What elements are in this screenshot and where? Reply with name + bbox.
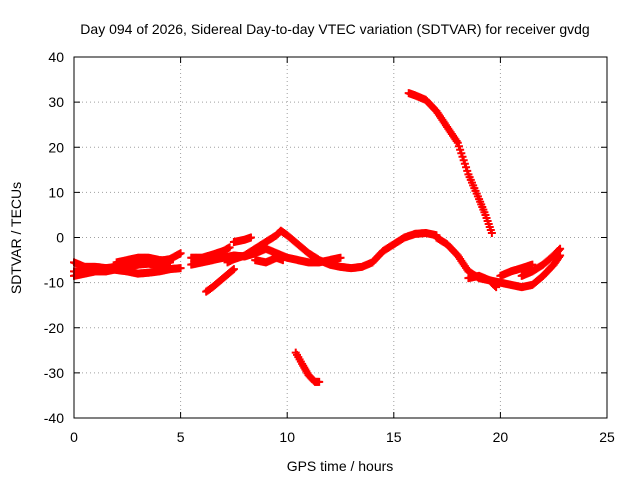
data-point-marker	[165, 256, 174, 265]
data-point-marker	[229, 265, 238, 274]
y-tick-label: 30	[48, 94, 64, 110]
y-tick-label: -20	[44, 320, 64, 336]
y-tick-label: 10	[48, 184, 64, 200]
tick-labels: 0 5 10 15 20 25 -40 -30 -20 -10 0 10 20 30 40	[44, 49, 615, 445]
data-point-marker	[556, 244, 565, 253]
x-tick-label: 5	[177, 429, 185, 445]
y-axis-label: SDTVAR / TECUs	[8, 182, 24, 294]
series-arc-3	[70, 258, 174, 280]
data-points	[70, 89, 565, 386]
x-tick-label: 0	[70, 429, 78, 445]
series-arc-7	[223, 226, 441, 273]
x-tick-label: 15	[386, 429, 402, 445]
x-tick-label: 25	[599, 429, 615, 445]
y-tick-label: 20	[48, 139, 64, 155]
series-arc-9	[251, 253, 287, 267]
series-arc-15	[404, 89, 496, 237]
data-point-marker	[246, 233, 255, 242]
chart-title: Day 094 of 2026, Sidereal Day-to-day VTE…	[80, 21, 589, 37]
series-arc-4	[112, 253, 174, 267]
y-tick-label: -10	[44, 275, 64, 291]
data-point-marker	[555, 245, 564, 254]
series-arc-12	[464, 271, 501, 292]
y-tick-label: -40	[44, 410, 64, 426]
series-arc-10	[202, 265, 238, 296]
series-arc-13	[496, 260, 537, 280]
data-point-marker	[228, 266, 237, 275]
data-point-marker	[487, 228, 496, 237]
plot-frame	[73, 56, 608, 419]
data-point-marker	[492, 283, 501, 292]
x-tick-label: 20	[493, 429, 509, 445]
y-tick-label: -30	[44, 365, 64, 381]
data-point-marker	[491, 282, 500, 291]
y-tick-label: 40	[48, 49, 64, 65]
data-point-marker	[336, 253, 345, 262]
data-point-marker	[528, 260, 537, 269]
y-tick-label: 0	[56, 230, 64, 246]
series-arc-6	[187, 243, 234, 262]
data-point-marker	[278, 256, 287, 265]
data-point-marker	[225, 243, 234, 252]
data-point-marker	[176, 249, 185, 258]
series-arc-14	[517, 244, 565, 280]
x-tick-label: 10	[279, 429, 295, 445]
grid	[74, 57, 607, 418]
series-arc-8	[229, 233, 255, 247]
series-arc-16	[291, 348, 324, 386]
data-point-marker	[176, 264, 185, 273]
x-axis-label: GPS time / hours	[287, 458, 394, 474]
data-point-marker	[315, 377, 324, 386]
